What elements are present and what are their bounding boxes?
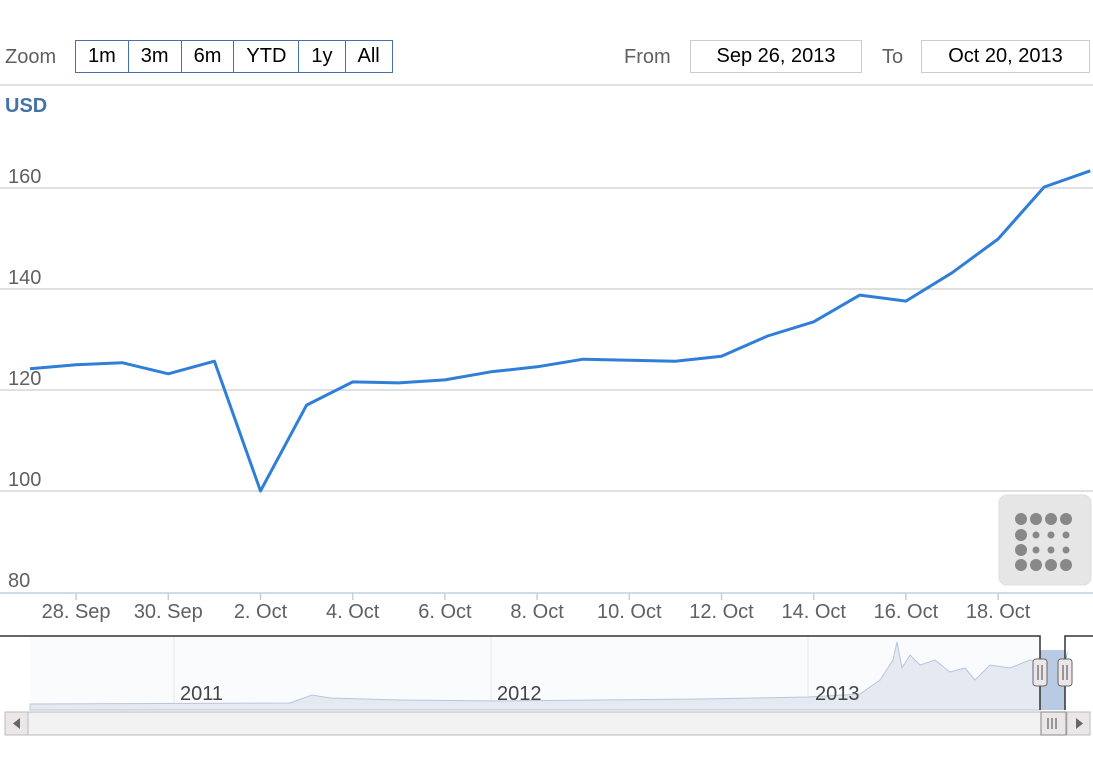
- navigator-label: 2013: [815, 683, 860, 705]
- from-label: From: [624, 46, 671, 68]
- x-tick-label: 8. Oct: [510, 601, 564, 623]
- x-axis: 28. Sep 30. Sep 2. Oct 4. Oct 6. Oct 8. Oct 10…: [42, 593, 1031, 623]
- navigator: 2011 2012 2013: [0, 635, 1093, 711]
- navigator-labels: 2011 2012 2013: [180, 683, 860, 705]
- handle-left[interactable]: [1032, 658, 1048, 687]
- export-button[interactable]: [998, 494, 1092, 586]
- export-button-bg[interactable]: [998, 494, 1092, 586]
- to-input[interactable]: Oct 20, 2013: [921, 40, 1090, 73]
- y-tick-label: 120: [8, 368, 41, 390]
- scrollbar-track[interactable]: [4, 711, 1091, 736]
- y-axis-title: USD: [5, 95, 47, 117]
- to-label: To: [882, 46, 904, 68]
- navigator-label: 2011: [180, 683, 223, 705]
- arrow-left: [13, 718, 20, 729]
- from-input[interactable]: Sep 26, 2013: [690, 40, 862, 73]
- y-tick-label: 140: [8, 267, 41, 289]
- x-tick-label: 16. Oct: [874, 601, 939, 623]
- zoom-button[interactable]: All: [345, 41, 392, 72]
- price-line: [29, 169, 1091, 493]
- thumb-grip: [1047, 718, 1057, 729]
- zoom-label: Zoom: [5, 46, 57, 68]
- scrollbar-thumb[interactable]: [1040, 711, 1067, 736]
- x-tick-label: 30. Sep: [134, 601, 203, 623]
- navigator-label: 2012: [497, 683, 542, 705]
- series: [29, 169, 1091, 493]
- x-tick-label: 14. Oct: [781, 601, 846, 623]
- x-tick-label: 2. Oct: [234, 601, 288, 623]
- y-tick-label: 100: [8, 469, 41, 491]
- zoom-button[interactable]: 6m: [181, 41, 235, 72]
- zoom-buttons: 1m 3m 6m YTD 1y All: [75, 40, 393, 73]
- x-tick-label: 10. Oct: [597, 601, 662, 623]
- zoom-button[interactable]: 1y: [299, 41, 346, 72]
- arrow-right: [1076, 718, 1083, 729]
- zoom-button[interactable]: YTD: [234, 41, 300, 72]
- grid: 80 100 120 140 160: [0, 166, 1093, 592]
- export-icon: [1015, 513, 1072, 571]
- x-tick-label: 18. Oct: [966, 601, 1031, 623]
- handle-right[interactable]: [1057, 658, 1073, 687]
- navigator-handle[interactable]: [1032, 658, 1073, 687]
- y-tick-label: 160: [8, 166, 41, 188]
- y-tick-label: 80: [8, 570, 30, 592]
- navigator-area: [29, 641, 1041, 711]
- zoom-button[interactable]: 3m: [128, 41, 182, 72]
- x-tick-label: 12. Oct: [689, 601, 754, 623]
- x-tick-label: 28. Sep: [42, 601, 111, 623]
- x-tick-label: 4. Oct: [326, 601, 380, 623]
- scrollbar[interactable]: [4, 711, 1091, 736]
- zoom-button[interactable]: 1m: [76, 41, 129, 72]
- x-tick-label: 6. Oct: [418, 601, 472, 623]
